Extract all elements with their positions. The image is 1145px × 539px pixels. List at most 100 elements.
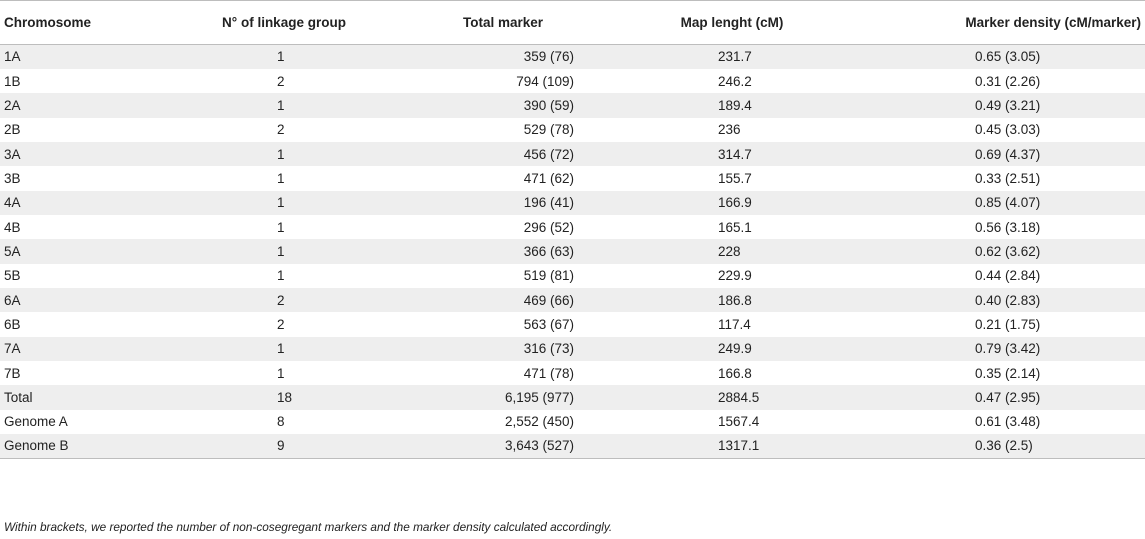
linkage-group-cell: 1 [210,93,358,118]
table-body: 1A 1 359 (76) 231.7 0.65 (3.05) 1B 2 794 (109) 2… [0,44,1145,459]
table-row: 4A 1 196 (41) 166.9 0.85 (4.07) [0,190,1145,215]
marker-density-cell: 0.85 (4.07) [816,190,1145,215]
total-marker-cell: 471 (62) [523,170,574,186]
table-row: 5A 1 366 (63) 228 0.62 (3.62) [0,239,1145,264]
table-row: 6B 2 563 (67) 117.4 0.21 (1.75) [0,312,1145,336]
header-map-length: Map lenght (cM) [648,0,816,45]
linkage-group-cell: 1 [210,336,358,361]
marker-density-cell: 0.31 (2.26) [975,73,1041,89]
table-row: 2B 2 529 (78) 236 0.45 (3.03) [0,118,1145,142]
total-marker-cell: 3,643 (527) [358,434,648,459]
total-marker-cell: 359 (76) [358,44,648,69]
marker-density-cell: 0.56 (3.18) [975,219,1041,235]
marker-density-cell: 0.69 (4.37) [816,141,1145,167]
map-length-cell: 186.8 [648,287,816,313]
map-length-cell: 2884.5 [648,385,816,410]
linkage-group-cell: 1 [277,219,285,235]
header-chromosome: Chromosome [0,0,210,45]
marker-density-cell: 0.33 (2.51) [975,170,1041,186]
marker-density-cell: 0.44 (2.84) [975,268,1041,284]
linkage-group-cell: 2 [277,316,285,332]
table-row: 2A 1 390 (59) 189.4 0.49 (3.21) [0,93,1145,118]
chromosome-cell: Genome A [4,414,68,430]
marker-density-cell: 0.65 (3.05) [816,44,1145,69]
table-row: 3B 1 471 (62) 155.7 0.33 (2.51) [0,166,1145,190]
chromosome-cell: Total [0,385,210,410]
total-marker-cell: 469 (66) [358,287,648,313]
total-marker-cell: 456 (72) [358,141,648,167]
linkage-group-cell: 2 [277,73,285,89]
linkage-map-table-container: Chromosome N° of linkage group Total mar… [0,0,1145,459]
linkage-map-table: Chromosome N° of linkage group Total mar… [0,0,1145,459]
map-length-cell: 155.7 [718,170,752,186]
map-length-cell: 249.9 [648,336,816,361]
total-marker-cell: 390 (59) [358,93,648,118]
table-row: 6A 2 469 (66) 186.8 0.40 (2.83) [0,287,1145,313]
linkage-group-cell: 1 [277,365,285,381]
linkage-group-cell: 8 [277,414,285,430]
total-marker-cell: 296 (52) [523,219,574,235]
header-row: Chromosome N° of linkage group Total mar… [0,0,1145,45]
marker-density-cell: 0.21 (1.75) [975,316,1041,332]
total-marker-cell: 519 (81) [523,268,574,284]
total-marker-cell: 563 (67) [523,316,574,332]
map-length-cell: 229.9 [718,268,752,284]
map-length-cell: 117.4 [718,316,751,332]
total-marker-cell: 794 (109) [516,73,574,89]
table-header: Chromosome N° of linkage group Total mar… [0,0,1145,45]
chromosome-cell: Genome B [0,434,210,459]
linkage-group-cell: 1 [210,190,358,215]
marker-density-cell: 0.79 (3.42) [816,336,1145,361]
map-length-cell: 231.7 [648,44,816,69]
linkage-group-cell: 1 [277,268,285,284]
header-linkage-group: N° of linkage group [210,0,358,45]
table-row: 7A 1 316 (73) 249.9 0.79 (3.42) [0,336,1145,361]
total-marker-cell: 2,552 (450) [504,414,574,430]
marker-density-cell: 0.40 (2.83) [816,287,1145,313]
chromosome-cell: 3A [0,141,210,167]
map-length-cell: 166.9 [648,190,816,215]
total-marker-cell: 196 (41) [358,190,648,215]
map-length-cell: 166.8 [718,365,752,381]
table-row: Genome A 8 2,552 (450) 1567.4 0.61 (3.48) [0,410,1145,434]
table-row: Total 18 6,195 (977) 2884.5 0.47 (2.95) [0,385,1145,410]
table-row: 7B 1 471 (78) 166.8 0.35 (2.14) [0,361,1145,385]
chromosome-cell: 2B [4,122,21,138]
marker-density-cell: 0.45 (3.03) [975,122,1041,138]
total-marker-cell: 366 (63) [358,239,648,264]
marker-density-cell: 0.61 (3.48) [975,414,1041,430]
map-length-cell: 246.2 [718,73,752,89]
total-marker-cell: 529 (78) [523,122,574,138]
total-marker-cell: 471 (78) [523,365,574,381]
linkage-group-cell: 9 [210,434,358,459]
chromosome-cell: 7B [4,365,21,381]
map-length-cell: 314.7 [648,141,816,167]
chromosome-cell: 6A [0,287,210,313]
chromosome-cell: 6B [4,316,21,332]
map-length-cell: 228 [648,239,816,264]
table-footnote: Within brackets, we reported the number … [4,520,613,534]
linkage-group-cell: 18 [210,385,358,410]
total-marker-cell: 6,195 (977) [358,385,648,410]
chromosome-cell: 3B [4,170,21,186]
map-length-cell: 165.1 [718,219,752,235]
table-row: 1A 1 359 (76) 231.7 0.65 (3.05) [0,44,1145,69]
marker-density-cell: 0.62 (3.62) [816,239,1145,264]
total-marker-cell: 316 (73) [358,336,648,361]
header-marker-density: Marker density (cM/marker) [816,0,1145,45]
marker-density-cell: 0.47 (2.95) [816,385,1145,410]
chromosome-cell: 4B [4,219,21,235]
header-total-marker: Total marker [358,0,648,45]
marker-density-cell: 0.36 (2.5) [816,434,1145,459]
linkage-group-cell: 2 [210,287,358,313]
chromosome-cell: 1B [4,73,21,89]
marker-density-cell: 0.49 (3.21) [816,93,1145,118]
linkage-group-cell: 2 [277,122,285,138]
linkage-group-cell: 1 [277,170,285,186]
table-row: 1B 2 794 (109) 246.2 0.31 (2.26) [0,69,1145,93]
chromosome-cell: 2A [0,93,210,118]
map-length-cell: 236 [718,122,741,138]
linkage-group-cell: 1 [210,44,358,69]
chromosome-cell: 5B [4,268,21,284]
map-length-cell: 189.4 [648,93,816,118]
